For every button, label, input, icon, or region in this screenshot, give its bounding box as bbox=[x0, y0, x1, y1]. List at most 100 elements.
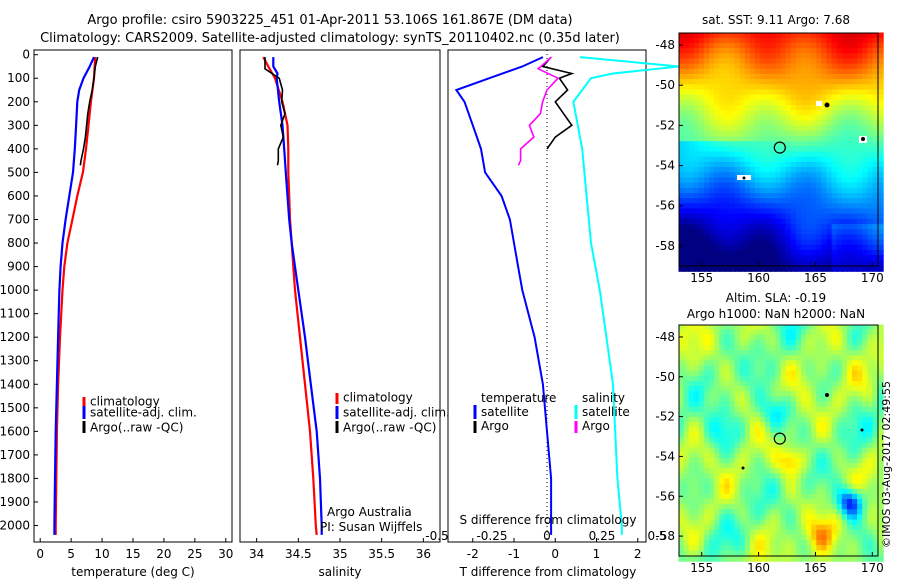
map-cell bbox=[821, 229, 828, 236]
map-cell bbox=[862, 458, 869, 465]
map-cell bbox=[785, 360, 792, 367]
map-cell bbox=[826, 483, 833, 490]
map-cell bbox=[826, 94, 833, 101]
map-cell bbox=[852, 37, 859, 44]
map-cell bbox=[765, 208, 772, 215]
map-cell bbox=[795, 89, 803, 96]
map-cell bbox=[678, 504, 685, 511]
map-cell bbox=[714, 203, 721, 210]
map-cell bbox=[867, 229, 874, 236]
map-cell bbox=[806, 250, 813, 257]
map-cell bbox=[749, 265, 757, 272]
map-cell bbox=[841, 146, 848, 153]
map-cell bbox=[755, 339, 762, 347]
map-cell bbox=[795, 229, 803, 236]
map-cell bbox=[877, 32, 884, 39]
map-cell bbox=[709, 524, 716, 531]
map-cell bbox=[867, 151, 874, 158]
map-cell bbox=[877, 234, 884, 241]
map-cell bbox=[709, 146, 716, 153]
map-cell bbox=[852, 365, 859, 372]
map-cell bbox=[765, 381, 772, 388]
map-cell bbox=[704, 555, 711, 562]
map-cell bbox=[765, 370, 772, 377]
map-cell bbox=[831, 370, 838, 377]
map-cell bbox=[693, 529, 700, 536]
latitude-tick-label: -58 bbox=[655, 239, 675, 253]
map-cell bbox=[852, 396, 859, 403]
map-cell bbox=[831, 386, 838, 393]
map-cell bbox=[698, 146, 706, 153]
map-cell bbox=[862, 478, 869, 485]
map-cell bbox=[852, 375, 859, 382]
map-cell bbox=[775, 244, 782, 252]
map-cell bbox=[862, 452, 869, 459]
map-cell bbox=[739, 350, 746, 357]
map-cell bbox=[688, 478, 695, 485]
map-cell bbox=[852, 234, 859, 241]
map-cell bbox=[831, 32, 838, 39]
map-cell bbox=[734, 406, 741, 413]
map-cell bbox=[816, 396, 823, 403]
map-cell bbox=[846, 32, 854, 39]
map-cell bbox=[831, 120, 838, 127]
map-cell bbox=[826, 250, 833, 257]
map-cell bbox=[841, 265, 848, 272]
map-cell bbox=[698, 442, 706, 449]
map-cell bbox=[846, 463, 854, 470]
map-cell bbox=[846, 524, 854, 531]
map-cell bbox=[857, 545, 864, 552]
map-cell bbox=[821, 141, 828, 148]
map-cell bbox=[729, 545, 736, 552]
map-cell bbox=[704, 208, 711, 215]
map-cell bbox=[780, 452, 787, 459]
map-cell bbox=[877, 360, 884, 367]
map-cell bbox=[678, 427, 685, 434]
map-cell bbox=[867, 334, 874, 341]
map-cell bbox=[698, 375, 706, 382]
map-cell bbox=[826, 89, 833, 96]
map-cell bbox=[770, 198, 777, 205]
map-cell bbox=[806, 224, 813, 231]
map-cell bbox=[749, 463, 757, 470]
map-cell bbox=[877, 422, 884, 429]
map-cell bbox=[801, 244, 808, 252]
map-cell bbox=[826, 136, 833, 143]
argo-position-marker bbox=[773, 432, 786, 445]
map-cell bbox=[872, 48, 879, 55]
map-cell bbox=[846, 250, 854, 257]
map-cell bbox=[765, 244, 772, 252]
map-cell bbox=[739, 488, 746, 495]
map-cell bbox=[841, 198, 848, 205]
map-cell bbox=[841, 208, 848, 215]
map-cell bbox=[852, 339, 859, 347]
map-cell bbox=[709, 115, 716, 122]
map-cell bbox=[719, 182, 726, 189]
map-cell bbox=[765, 339, 772, 347]
map-cell bbox=[678, 391, 685, 398]
map-cell bbox=[765, 115, 772, 122]
map-cell bbox=[749, 244, 757, 252]
map-cell bbox=[755, 406, 762, 413]
map-cell bbox=[688, 63, 695, 70]
map-cell bbox=[816, 58, 823, 65]
map-cell bbox=[765, 324, 772, 331]
map-cell bbox=[709, 48, 716, 55]
map-cell bbox=[724, 239, 731, 246]
map-cell bbox=[795, 99, 803, 107]
map-cell bbox=[826, 213, 833, 220]
map-cell bbox=[739, 68, 746, 75]
map-cell bbox=[693, 493, 700, 501]
map-cell bbox=[831, 514, 838, 521]
map-cell bbox=[719, 151, 726, 158]
map-cell bbox=[831, 540, 838, 547]
map-cell bbox=[811, 213, 818, 220]
map-cell bbox=[770, 218, 777, 226]
map-cell bbox=[724, 37, 731, 44]
map-cell bbox=[846, 432, 854, 439]
map-cell bbox=[749, 396, 757, 403]
map-cell bbox=[795, 396, 803, 403]
map-cell bbox=[795, 324, 803, 331]
map-cell bbox=[760, 355, 767, 362]
latitude-tick-label: -54 bbox=[655, 449, 675, 463]
